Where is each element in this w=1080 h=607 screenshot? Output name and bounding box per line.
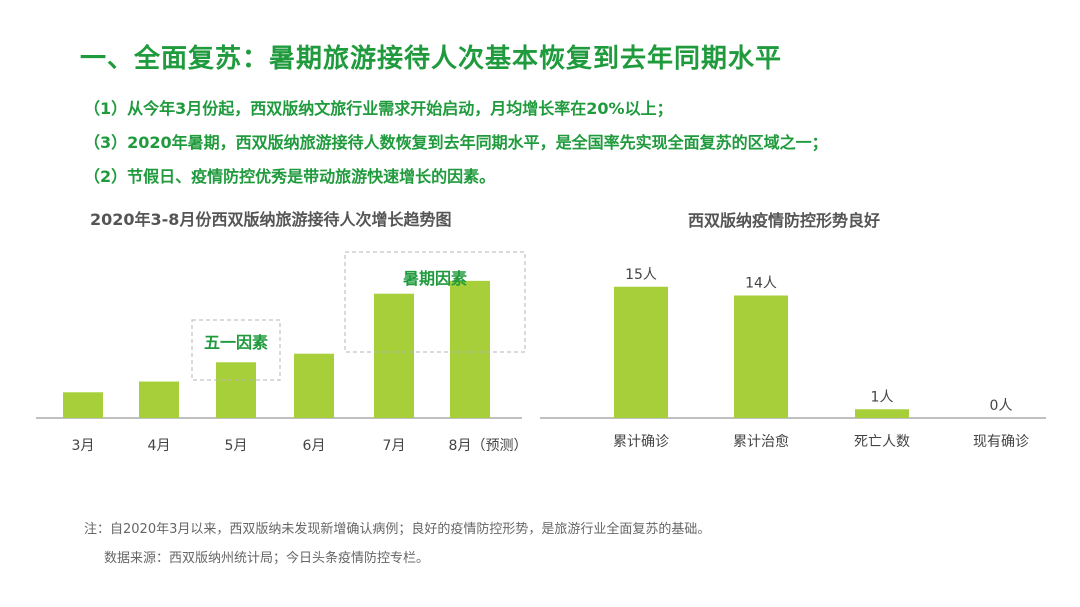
tourism-tick-label: 5月 (225, 438, 248, 454)
footnote-source: 数据来源：西双版纳州统计局；今日头条疫情防控专栏。 (104, 551, 430, 566)
tourism-bar-6 (450, 280, 490, 418)
epidemic-data-label: 15人 (625, 267, 657, 283)
bullet-item: （1）从今年3月份起，西双版纳文旅行业需求开始启动，月均增长率在20%以上； (84, 99, 673, 118)
bullet-list: （1）从今年3月份起，西双版纳文旅行业需求开始启动，月均增长率在20%以上； （… (84, 98, 828, 200)
tourism-bar-5 (374, 293, 414, 418)
tourism-bar-2 (139, 381, 179, 418)
tourism-tick-label: 6月 (303, 438, 326, 454)
epidemic-bar-2 (734, 295, 788, 418)
epidemic-tick-label: 累计治愈 (733, 434, 789, 450)
epidemic-data-label: 0人 (990, 398, 1013, 414)
bullet-item: （2）节假日、疫情防控优秀是带动旅游快速增长的因素。 (84, 167, 496, 186)
tourism-bar-1 (63, 392, 103, 418)
tourism-tick-label: 3月 (72, 438, 95, 454)
epidemic-bar-3 (855, 409, 909, 418)
tourism-tick-label: 4月 (148, 438, 171, 454)
page-title: 一、全面复苏：暑期旅游接待人次基本恢复到去年同期水平 (80, 44, 783, 74)
tourism-bar-3 (216, 362, 256, 418)
epidemic-tick-label: 累计确诊 (613, 434, 669, 450)
annotation-label-mayday: 五一因素 (204, 333, 268, 352)
epidemic-chart-title: 西双版纳疫情防控形势良好 (688, 211, 881, 230)
epidemic-data-label: 1人 (871, 389, 894, 405)
epidemic-tick-label: 死亡人数 (854, 434, 910, 450)
tourism-chart-title: 2020年3-8月份西双版纳旅游接待人次增长趋势图 (90, 210, 452, 229)
annotation-box-mayday (191, 319, 281, 381)
epidemic-tick-label: 现有确诊 (973, 434, 1029, 450)
tourism-tick-label: 7月 (383, 438, 406, 454)
footnote-note: 注：自2020年3月以来，西双版纳未发现新增确认病例；良好的疫情防控形势，是旅游… (84, 522, 711, 537)
bullet-item: （3）2020年暑期，西双版纳旅游接待人数恢复到去年同期水平，是全国率先实现全面… (84, 133, 828, 152)
epidemic-data-label: 14人 (745, 276, 777, 292)
tourism-bar-4 (294, 353, 334, 418)
annotation-label-summer: 暑期因素 (402, 269, 467, 288)
tourism-tick-label: 8月（预测） (449, 438, 528, 454)
annotation-box-summer (344, 251, 526, 353)
epidemic-bar-1 (614, 286, 668, 418)
